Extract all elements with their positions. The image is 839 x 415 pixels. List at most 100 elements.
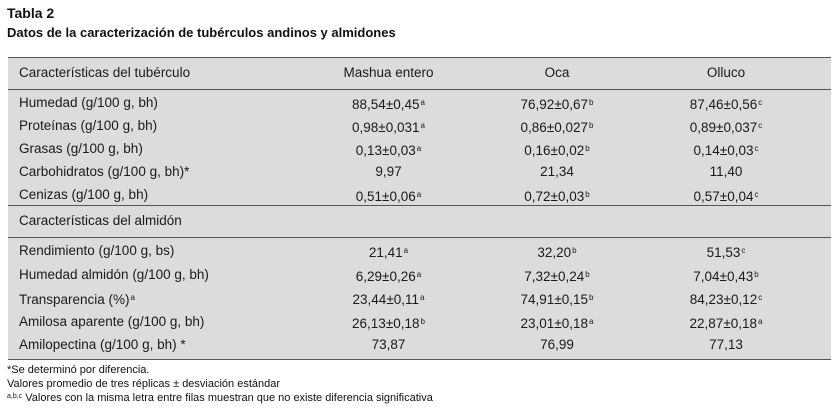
value-cell: 77,13 [648, 334, 804, 356]
row-label: Humedad (g/100 g, bh) [19, 92, 158, 114]
significance-letter: a [416, 269, 422, 279]
footnote: a,b,c Valores con la misma letra entre f… [7, 392, 433, 404]
significance-letter: b [589, 98, 594, 107]
value-cell: 23,01±0,18a [478, 311, 636, 335]
significance-letter: b [589, 293, 594, 302]
value-text: 84,23±0,12 [689, 292, 758, 307]
value-text: 11,40 [709, 164, 743, 179]
footnote-superscript: a,b,c [7, 393, 23, 400]
value-text: 7,04±0,43 [693, 268, 754, 284]
significance-letter: a [420, 98, 425, 107]
significance-letter: b [585, 190, 590, 199]
value-text: 0,13±0,03 [355, 143, 416, 158]
value-cell: 9,97 [316, 161, 461, 183]
starch-section-label: Características del almidón [19, 213, 182, 228]
value-text: 0,51±0,06 [355, 189, 416, 204]
value-cell: 0,86±0,027b [478, 115, 636, 139]
value-text: 9,97 [375, 164, 402, 179]
row-label: Transparencia (%)a [19, 287, 135, 311]
value-cell: 76,99 [478, 334, 636, 356]
value-cell: 0,98±0,031a [316, 115, 461, 139]
value-text: 0,72±0,03 [524, 189, 585, 204]
significance-letter: a [589, 316, 594, 326]
value-text: 73,87 [371, 337, 406, 352]
row-label: Grasas (g/100 g, bh) [19, 138, 143, 160]
row-label: Rendimiento (g/100 g, bs) [19, 240, 174, 262]
row-label: Carbohidratos (g/100 g, bh)* [19, 161, 189, 183]
row-label: Amilosa aparente (g/100 g, bh) [19, 311, 204, 333]
value-cell: 73,87 [316, 334, 461, 356]
row-label-text: Cenizas (g/100 g, bh) [19, 187, 149, 202]
value-cell: 0,16±0,02b [478, 138, 636, 162]
value-cell: 26,13±0,18b [316, 311, 461, 335]
significance-letter: a [416, 190, 422, 199]
value-text: 0,57±0,04 [693, 189, 754, 204]
significance-letter: c [758, 98, 763, 107]
value-text: 88,54±0,45 [352, 97, 420, 112]
value-text: 22,87±0,18 [689, 315, 757, 331]
row-label-text: Amilosa aparente (g/100 g, bh) [19, 313, 205, 329]
value-cell: 0,57±0,04c [648, 184, 804, 208]
value-text: 0,86±0,027 [520, 120, 588, 135]
significance-letter: a [420, 293, 425, 302]
value-cell: 0,72±0,03b [478, 184, 636, 208]
table-row: Amilosa aparente (g/100 g, bh) 26,13±0,18… [8, 311, 831, 333]
table-row: Rendimiento (g/100 g, bs) 21,41a 32,20b 51,… [8, 240, 831, 262]
significance-letter: b [572, 246, 577, 255]
value-text: 21,41 [368, 245, 403, 260]
significance-letter: a [420, 121, 425, 130]
value-cell: 74,91±0,15b [478, 287, 636, 311]
value-cell: 0,14±0,03c [648, 138, 804, 162]
significance-letter: b [420, 316, 425, 326]
value-text: 0,14±0,03 [693, 143, 754, 158]
table-row: Carbohidratos (g/100 g, bh)* 9,97 21,34 11,… [8, 161, 831, 183]
table-header-row: Características del tubérculo Mashua ent… [8, 58, 831, 88]
value-cell: 23,44±0,11a [316, 287, 461, 311]
row-label-text: Grasas (g/100 g, bh) [19, 141, 143, 156]
significance-letter: c [754, 144, 759, 153]
value-text: 0,89±0,037 [689, 120, 758, 135]
value-cell: 21,34 [478, 161, 636, 183]
value-cell: 7,32±0,24b [478, 264, 636, 288]
header-cell-characteristic: Características del tubérculo [19, 65, 191, 80]
significance-letter: c [754, 190, 759, 199]
value-text: 6,29±0,26 [355, 268, 416, 284]
row-label-text: Humedad almidón (g/100 g, bh) [19, 266, 209, 282]
significance-letter: c [758, 293, 763, 302]
significance-letter: c [758, 121, 763, 130]
row-label-text: Carbohidratos (g/100 g, bh)* [19, 164, 190, 179]
value-text: 77,13 [709, 337, 743, 352]
value-cell: 84,23±0,12c [648, 287, 804, 311]
starch-divider [8, 237, 831, 238]
table-subtitle: Datos de la caracterización de tubérculo… [7, 25, 396, 40]
value-text: 23,01±0,18 [520, 315, 588, 331]
row-label-text: Transparencia (%) [19, 292, 130, 307]
value-cell: 87,46±0,56c [648, 92, 804, 116]
footnote-text: Valores con la misma letra entre filas m… [22, 392, 433, 404]
footnote: *Se determinó por diferencia. [7, 364, 149, 376]
significance-letter: a [416, 144, 422, 153]
value-cell: 0,51±0,06a [316, 184, 461, 208]
header-divider [8, 89, 831, 90]
row-label-text: Rendimiento (g/100 g, bs) [19, 243, 175, 258]
value-text: 21,34 [540, 164, 574, 179]
value-cell: 0,13±0,03a [316, 138, 461, 162]
table-title: Tabla 2 [7, 5, 55, 21]
row-label-text: Amilopectina (g/100 g, bh) * [19, 337, 186, 352]
value-cell: 21,41a [316, 240, 461, 264]
value-text: 74,91±0,15 [520, 292, 588, 307]
row-label: Amilopectina (g/100 g, bh) * [19, 334, 186, 356]
value-text: 87,46±0,56 [689, 97, 758, 112]
value-cell: 11,40 [648, 161, 804, 183]
value-cell: 22,87±0,18a [648, 311, 804, 335]
significance-letter: b [589, 121, 594, 130]
table-row: Humedad (g/100 g, bh) 88,54±0,45a 76,92±0,… [8, 92, 831, 114]
value-text: 76,92±0,67 [520, 97, 588, 112]
value-text: 51,53 [706, 245, 741, 260]
value-text: 0,98±0,031 [352, 120, 420, 135]
starch-section-header: Características del almidón [8, 206, 831, 236]
value-cell: 32,20b [478, 240, 636, 264]
header-cell-olluco: Olluco [706, 65, 746, 80]
value-text: 7,32±0,24 [524, 268, 585, 284]
significance-letter: b [754, 269, 759, 279]
